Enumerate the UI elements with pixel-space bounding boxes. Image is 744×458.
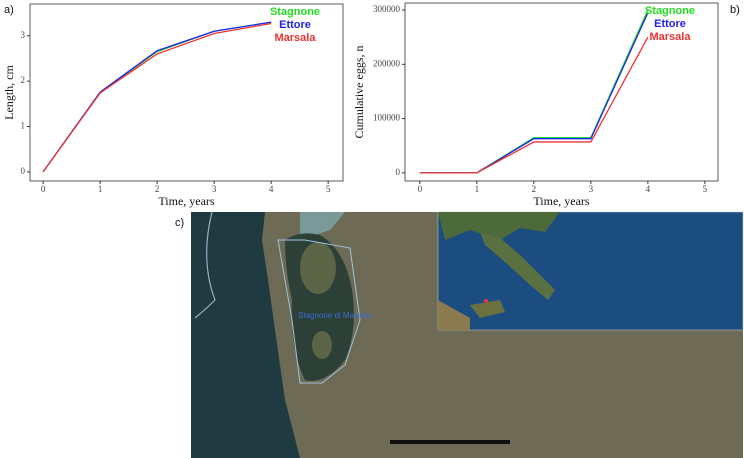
- scale-bar: [390, 440, 510, 444]
- x-tick-label: 3: [589, 184, 594, 194]
- inset-africa: [438, 300, 470, 330]
- series-line: [419, 12, 649, 174]
- y-tick-label: 300000: [373, 4, 401, 14]
- y-tick-label: 0: [396, 167, 401, 177]
- x-tick-label: 1: [98, 184, 103, 194]
- y-tick-label: 200000: [373, 58, 401, 68]
- inset-sicily: [470, 300, 505, 318]
- y-tick-label: 0: [21, 166, 26, 176]
- x-tick-label: 0: [418, 184, 423, 194]
- series-line: [42, 21, 272, 173]
- y-tick-label: 3: [21, 30, 26, 40]
- x-axis-title: Time, years: [533, 194, 590, 208]
- shallows: [300, 212, 345, 240]
- y-axis-title: Cumulative eggs, n: [352, 46, 366, 139]
- series-line: [42, 21, 272, 173]
- y-tick-label: 2: [21, 75, 26, 85]
- x-tick-label: 2: [532, 184, 537, 194]
- x-tick-label: 5: [703, 184, 708, 194]
- legend-entry: Marsala: [650, 31, 692, 43]
- panel-label: b): [730, 4, 740, 16]
- inset-land: [438, 212, 560, 240]
- x-tick-label: 5: [326, 184, 331, 194]
- x-tick-label: 4: [269, 184, 274, 194]
- island: [312, 331, 332, 359]
- plot-frame: [404, 2, 719, 182]
- panel-label: a): [4, 4, 14, 16]
- island: [300, 242, 336, 294]
- panel-label: c): [175, 217, 184, 229]
- legend-entry: Ettore: [279, 19, 311, 31]
- study-area-outline: [277, 239, 361, 384]
- y-tick-label: 100000: [373, 113, 401, 123]
- inset-italy: [480, 232, 555, 300]
- site-marker: [484, 299, 488, 303]
- x-axis-title: Time, years: [158, 194, 215, 208]
- legend-entry: Ettore: [654, 18, 686, 30]
- legend-entry: Stagnone: [645, 5, 695, 17]
- x-tick-label: 3: [212, 184, 217, 194]
- series-line: [419, 36, 649, 174]
- plot-frame: [29, 3, 344, 182]
- y-tick-label: 1: [21, 121, 26, 131]
- x-tick-label: 0: [41, 184, 46, 194]
- map: Stagnone di Marsala: [191, 211, 744, 458]
- x-tick-label: 2: [155, 184, 160, 194]
- x-tick-label: 1: [475, 184, 480, 194]
- x-tick-label: 4: [646, 184, 651, 194]
- series-line: [419, 9, 649, 174]
- legend-entry: Stagnone: [270, 6, 320, 18]
- legend-entry: Marsala: [275, 32, 317, 44]
- boundary: [194, 211, 216, 319]
- y-axis-title: Length, cm: [2, 65, 16, 120]
- series-line: [42, 22, 272, 173]
- map-label: Stagnone di Marsala: [298, 311, 372, 320]
